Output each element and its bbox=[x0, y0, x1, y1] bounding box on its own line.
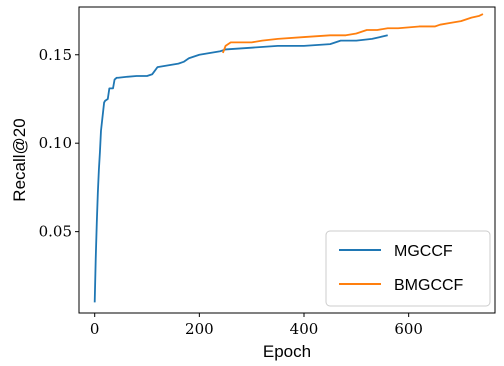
x-axis-label: Epoch bbox=[263, 342, 311, 361]
legend: MGCCF BMGCCF bbox=[325, 230, 491, 307]
series-lines bbox=[93, 13, 484, 303]
y-axis-ticks: 0.05 0.10 0.15 bbox=[39, 46, 79, 241]
legend-label-mgccf: MGCCF bbox=[394, 243, 453, 260]
x-tick-label: 600 bbox=[394, 320, 423, 338]
y-tick-label: 0.10 bbox=[39, 134, 72, 152]
x-tick-label: 400 bbox=[290, 320, 319, 338]
x-tick-label: 200 bbox=[185, 320, 214, 338]
x-axis-ticks: 0 200 400 600 bbox=[90, 313, 423, 338]
x-tick-label: 0 bbox=[90, 320, 100, 338]
y-axis-label: Recall@20 bbox=[10, 118, 29, 201]
legend-label-bmgccf: BMGCCF bbox=[394, 277, 464, 294]
series-line-bmgccf bbox=[222, 13, 484, 54]
series-line-mgccf bbox=[93, 34, 388, 303]
y-tick-label: 0.05 bbox=[39, 223, 72, 241]
y-tick-label: 0.15 bbox=[39, 46, 72, 64]
